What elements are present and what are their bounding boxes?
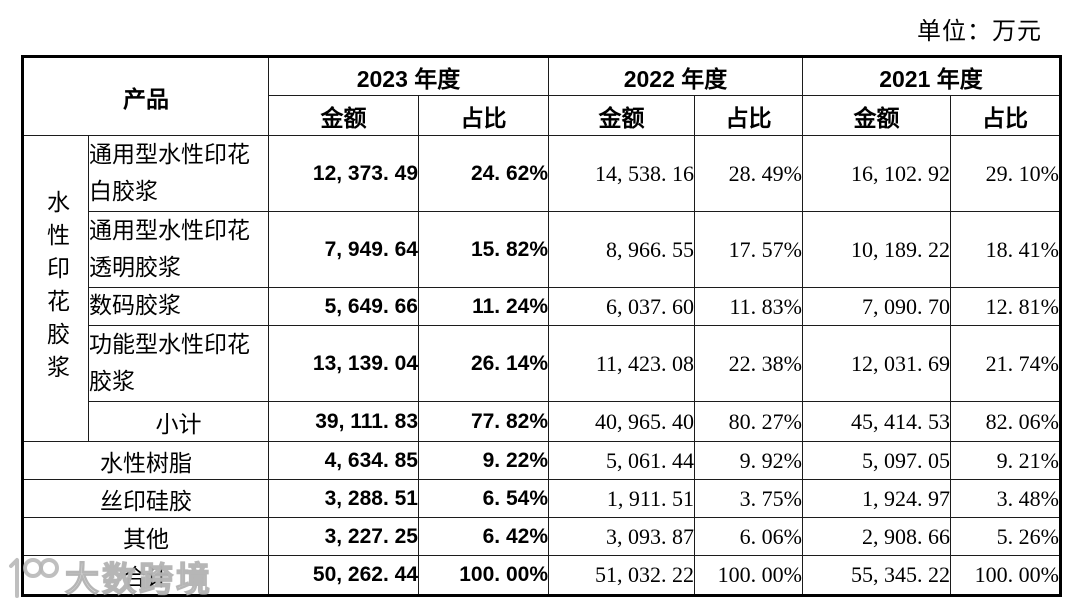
amount-2023: 4, 634. 85 — [268, 441, 419, 480]
amount-2021: 16, 102. 92 — [802, 135, 951, 212]
col-header-product: 产品 — [22, 56, 269, 136]
amount-2023: 3, 288. 51 — [268, 479, 419, 518]
ratio-2023: 11. 24% — [418, 287, 549, 326]
amount-2021: 7, 090. 70 — [802, 287, 951, 326]
col-header-2023: 2023 年度 — [268, 56, 549, 96]
amount-2023: 7, 949. 64 — [268, 211, 419, 288]
subtotal-row: 小计 39, 111. 83 77. 82% 40, 965. 40 80. 2… — [23, 401, 1061, 442]
total-row: 合计 50, 262. 44 100. 00% 51, 032. 22 100.… — [22, 555, 1061, 596]
amount-2023: 3, 227. 25 — [268, 517, 419, 556]
amount-2023: 13, 139. 04 — [268, 325, 419, 402]
amount-2021: 2, 908. 66 — [802, 517, 951, 556]
table-row: 水性印花胶浆 通用型水性印花白胶浆 12, 373. 49 24. 62% 14… — [22, 135, 1061, 442]
ratio-2023: 6. 54% — [418, 479, 549, 518]
product-name: 其他 — [22, 517, 269, 556]
col-header-ratio-2023: 占比 — [418, 95, 549, 136]
table-row: 水性树脂 4, 634. 85 9. 22% 5, 061. 44 9. 92%… — [22, 441, 1061, 480]
product-name: 通用型水性印花白胶浆 — [88, 135, 269, 212]
ratio-2021: 3. 48% — [950, 479, 1061, 518]
ratio-2023: 24. 62% — [418, 135, 549, 212]
ratio-2021: 12. 81% — [950, 287, 1061, 326]
table-row: 丝印硅胶 3, 288. 51 6. 54% 1, 911. 51 3. 75%… — [22, 479, 1061, 518]
amount-2021: 55, 345. 22 — [802, 555, 951, 596]
product-name: 丝印硅胶 — [22, 479, 269, 518]
ratio-2021: 9. 21% — [950, 441, 1061, 480]
amount-2021: 45, 414. 53 — [802, 401, 951, 442]
amount-2021: 12, 031. 69 — [802, 325, 951, 402]
amount-2022: 40, 965. 40 — [548, 401, 695, 442]
product-name: 水性树脂 — [22, 441, 269, 480]
ratio-2023: 9. 22% — [418, 441, 549, 480]
amount-2023: 5, 649. 66 — [268, 287, 419, 326]
col-header-amount-2022: 金额 — [548, 95, 695, 136]
amount-2023: 50, 262. 44 — [268, 555, 419, 596]
ratio-2021: 18. 41% — [950, 211, 1061, 288]
amount-2022: 8, 966. 55 — [548, 211, 695, 288]
col-header-amount-2023: 金额 — [268, 95, 419, 136]
ratio-2021: 5. 26% — [950, 517, 1061, 556]
product-name: 通用型水性印花透明胶浆 — [88, 211, 269, 288]
ratio-2021: 100. 00% — [950, 555, 1061, 596]
ratio-2021: 29. 10% — [950, 135, 1061, 212]
ratio-2021: 82. 06% — [950, 401, 1061, 442]
amount-2021: 1, 924. 97 — [802, 479, 951, 518]
unit-label: 单位：万元 — [917, 19, 1042, 45]
ratio-2022: 9. 92% — [694, 441, 803, 480]
ratio-2023: 100. 00% — [418, 555, 549, 596]
amount-2023: 39, 111. 83 — [268, 401, 419, 442]
col-header-2022: 2022 年度 — [548, 56, 803, 96]
ratio-2022: 11. 83% — [694, 287, 803, 326]
product-group-label-cell: 水性印花胶浆 — [22, 135, 89, 442]
table-row: 通用型水性印花透明胶浆 7, 949. 64 15. 82% 8, 966. 5… — [23, 211, 1061, 288]
ratio-2022: 80. 27% — [694, 401, 803, 442]
ratio-2021: 21. 74% — [950, 325, 1061, 402]
amount-2023: 12, 373. 49 — [268, 135, 419, 212]
product-group-label: 水性印花胶浆 — [43, 189, 69, 388]
amount-2022: 3, 093. 87 — [548, 517, 695, 556]
col-header-2021: 2021 年度 — [802, 56, 1061, 96]
product-name: 功能型水性印花胶浆 — [88, 325, 269, 402]
amount-2022: 5, 061. 44 — [548, 441, 695, 480]
table-row: 数码胶浆 5, 649. 66 11. 24% 6, 037. 60 11. 8… — [23, 287, 1061, 326]
col-header-amount-2021: 金额 — [802, 95, 951, 136]
amount-2022: 1, 911. 51 — [548, 479, 695, 518]
amount-2022: 11, 423. 08 — [548, 325, 695, 402]
amount-2022: 14, 538. 16 — [548, 135, 695, 212]
col-header-ratio-2021: 占比 — [950, 95, 1061, 136]
ratio-2022: 17. 57% — [694, 211, 803, 288]
table-row: 功能型水性印花胶浆 13, 139. 04 26. 14% 11, 423. 0… — [23, 325, 1061, 402]
ratio-2023: 26. 14% — [418, 325, 549, 402]
ratio-2023: 77. 82% — [418, 401, 549, 442]
revenue-table-container: 产品 2023 年度 2022 年度 2021 年度 金额 占比 金额 占比 金… — [21, 55, 1062, 597]
amount-2021: 5, 097. 05 — [802, 441, 951, 480]
ratio-2022: 22. 38% — [694, 325, 803, 402]
amount-2022: 6, 037. 60 — [548, 287, 695, 326]
header-row-years: 产品 2023 年度 2022 年度 2021 年度 — [22, 56, 1061, 136]
revenue-breakdown-table: 产品 2023 年度 2022 年度 2021 年度 金额 占比 金额 占比 金… — [21, 55, 1062, 597]
amount-2022: 51, 032. 22 — [548, 555, 695, 596]
ratio-2022: 6. 06% — [694, 517, 803, 556]
col-header-ratio-2022: 占比 — [694, 95, 803, 136]
amount-2021: 10, 189. 22 — [802, 211, 951, 288]
product-name: 数码胶浆 — [88, 287, 269, 326]
ratio-2023: 15. 82% — [418, 211, 549, 288]
ratio-2022: 100. 00% — [694, 555, 803, 596]
ratio-2023: 6. 42% — [418, 517, 549, 556]
ratio-2022: 28. 49% — [694, 135, 803, 212]
subtotal-label: 小计 — [88, 401, 269, 442]
ratio-2022: 3. 75% — [694, 479, 803, 518]
table-row: 其他 3, 227. 25 6. 42% 3, 093. 87 6. 06% 2… — [22, 517, 1061, 556]
total-label: 合计 — [22, 555, 269, 596]
